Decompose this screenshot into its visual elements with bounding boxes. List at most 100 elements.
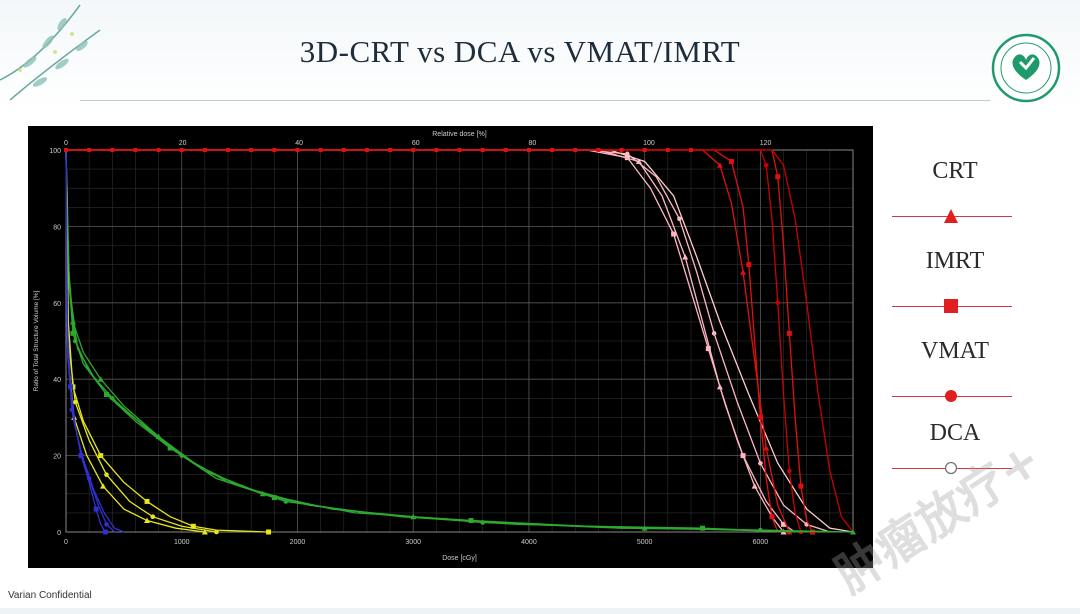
- legend-label-crt: CRT: [932, 158, 978, 184]
- dvh-data-point: [700, 525, 706, 531]
- dvh-data-point: [798, 483, 804, 489]
- dvh-data-point: [758, 460, 763, 466]
- dvh-data-point: [763, 162, 769, 168]
- x2-axis-label: Relative dose [%]: [432, 131, 487, 138]
- title-divider: [80, 100, 990, 101]
- leaf-decoration-icon: [0, 4, 101, 101]
- square-marker-icon: [944, 299, 958, 313]
- dvh-data-point: [728, 158, 734, 164]
- dvh-data-point: [202, 148, 207, 152]
- legend-label-dca: DCA: [929, 420, 981, 446]
- dvh-data-point: [144, 517, 151, 524]
- dvh-data-point: [757, 414, 763, 420]
- dvh-data-point: [150, 514, 156, 520]
- dvh-data-point: [751, 483, 758, 489]
- dvh-data-point: [769, 514, 775, 520]
- dvh-series-line: [66, 149, 854, 533]
- dvh-data-point: [711, 331, 717, 336]
- dvh-data-point: [70, 330, 76, 336]
- dvh-data-point: [434, 148, 439, 152]
- y-tick-label: 20: [53, 454, 61, 461]
- dvh-series-line: [66, 149, 854, 533]
- x-tick-label: 5000: [637, 539, 653, 546]
- dvh-data-point: [214, 529, 219, 535]
- dvh-data-point: [179, 148, 184, 152]
- legend-label-imrt: IMRT: [925, 248, 985, 274]
- dvh-data-point: [100, 483, 107, 489]
- dvh-data-point: [503, 148, 508, 152]
- dvh-data-point: [746, 262, 752, 268]
- dvh-data-point: [468, 518, 474, 524]
- x2-tick-label: 120: [760, 140, 772, 147]
- y-axis-label: Ratio of Total Structure Volume [%]: [33, 290, 40, 391]
- dvh-data-point: [671, 231, 677, 237]
- footer-text: Varian Confidential: [8, 590, 92, 601]
- dvh-data-point: [688, 148, 693, 152]
- dvh-data-point: [457, 148, 462, 152]
- legend-item-vmat: VMAT: [880, 338, 1070, 402]
- x2-tick-label: 40: [295, 140, 303, 147]
- dvh-series-line: [66, 149, 779, 533]
- dvh-data-point: [78, 453, 84, 459]
- x2-tick-label: 100: [643, 140, 655, 147]
- legend-label-vmat: VMAT: [920, 338, 989, 364]
- dvh-series-line: [65, 149, 807, 533]
- dvh-data-point: [226, 148, 231, 152]
- dvh-data-point: [364, 148, 369, 152]
- circle-marker-icon: [945, 390, 957, 402]
- x-tick-label: 6000: [753, 539, 769, 546]
- dvh-data-point: [72, 399, 78, 405]
- dvh-data-point: [318, 148, 323, 152]
- y-tick-label: 0: [57, 530, 61, 537]
- x2-tick-label: 80: [528, 140, 536, 147]
- x-axis-label: Dose [cGy]: [442, 555, 477, 562]
- dvh-series-line: [65, 149, 125, 533]
- open-circle-marker-icon: [944, 461, 958, 475]
- dvh-data-point: [716, 162, 723, 168]
- dvh-data-point: [763, 444, 770, 451]
- dvh-data-point: [665, 148, 670, 152]
- y-tick-label: 80: [53, 224, 61, 231]
- dvh-data-point: [775, 300, 781, 306]
- dvh-data-point: [716, 383, 723, 390]
- dvh-data-point: [740, 269, 747, 275]
- dvh-data-point: [787, 468, 792, 474]
- dvh-data-point: [104, 472, 109, 478]
- dvh-data-point: [104, 391, 110, 397]
- triangle-marker-icon: [944, 209, 958, 223]
- dvh-chart: 0 1000 2000 3000 4000 5000 6000 0 20 40 60 80 100 0 20…: [28, 126, 873, 568]
- dvh-data-point: [97, 376, 104, 382]
- dvh-data-point: [850, 529, 856, 535]
- dvh-data-point: [266, 529, 272, 535]
- x2-tick-label: 20: [179, 140, 187, 147]
- dvh-series-line: [66, 149, 785, 533]
- legend-item-imrt: IMRT: [880, 248, 1070, 313]
- x-tick-label: 2000: [290, 539, 306, 546]
- dvh-data-point: [705, 346, 711, 352]
- dvh-data-point: [775, 174, 781, 180]
- y-tick-label: 60: [53, 301, 61, 308]
- dvh-data-point: [283, 499, 289, 504]
- x-tick-label: 1000: [174, 539, 190, 546]
- legend-item-crt: CRT: [880, 158, 1070, 223]
- dvh-data-point: [249, 148, 254, 152]
- dvh-data-point: [480, 148, 485, 152]
- dvh-data-point: [550, 148, 555, 152]
- dvh-data-point: [677, 216, 682, 222]
- hospital-logo-icon: [991, 33, 1061, 103]
- dvh-data-point: [93, 506, 99, 512]
- dvh-data-point: [133, 148, 138, 152]
- dvh-data-point: [110, 148, 115, 152]
- dvh-data-point: [388, 148, 393, 152]
- legend-item-dca: DCA: [880, 420, 1070, 480]
- y-tick-label: 40: [53, 377, 61, 384]
- dvh-data-point: [104, 522, 109, 527]
- dvh-data-point: [526, 148, 531, 152]
- dvh-data-point: [144, 498, 150, 504]
- x-tick-label: 3000: [405, 539, 421, 546]
- dvh-data-point: [682, 253, 689, 260]
- dvh-data-point: [102, 529, 108, 535]
- dvh-data-point: [272, 148, 277, 152]
